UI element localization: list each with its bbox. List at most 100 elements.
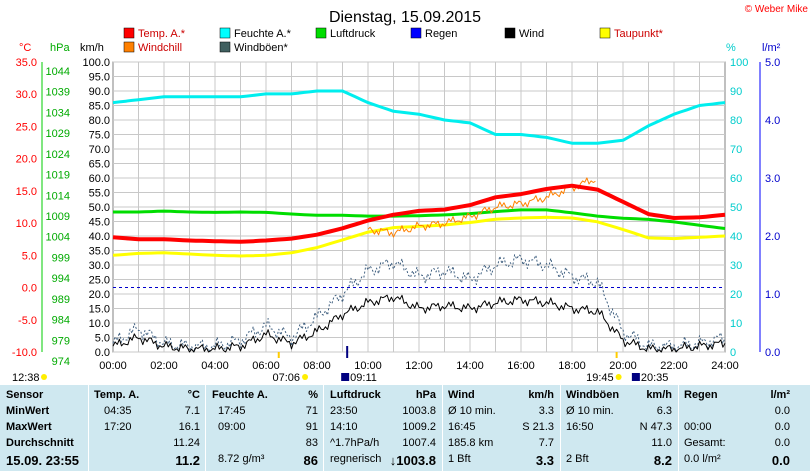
temp-value: 16.1: [178, 421, 200, 433]
legend-label: Temp. A.*: [138, 28, 186, 40]
hum-tick-label: 0: [730, 347, 736, 359]
time-tick-label: 12:00: [405, 360, 433, 372]
header-temp-unit: °C: [187, 389, 200, 401]
wind-value: 3.3: [538, 405, 554, 417]
press-tick-label: 1029: [46, 128, 70, 140]
time-tick-label: 24:00: [711, 360, 739, 372]
time-tick-label: 22:00: [660, 360, 688, 372]
series-line-temp: [112, 183, 726, 244]
legend-swatch: [219, 41, 231, 53]
wind-tick-label: 35.0: [89, 246, 110, 258]
rain-value: 0.0: [771, 453, 790, 468]
wind-tick-label: 10.0: [89, 318, 110, 330]
temp-value: 11.24: [173, 437, 200, 449]
header-gust: Windböen: [566, 389, 620, 401]
sun-events: 12:38 07:06 09:11 19:45 20:35: [12, 346, 668, 384]
series-layer: [112, 89, 726, 353]
temp-tick-label: -5.0: [18, 315, 37, 327]
wind-tick-label: 55.0: [89, 188, 110, 200]
hum-sub-value: 17:45: [218, 405, 246, 417]
chart-legend: Temp. A.* Feuchte A.* Luftdruck Regen Wind Ta…: [123, 27, 664, 54]
gust-value: 6.3: [656, 405, 672, 417]
hum-tick-label: 70: [730, 144, 742, 156]
legend-label: Luftdruck: [330, 28, 376, 40]
legend-swatch: [599, 27, 611, 39]
row-label: MaxWert: [6, 421, 52, 433]
temp-tick-label: 15.0: [16, 186, 37, 198]
hum-tick-label: 10: [730, 318, 742, 330]
rain-unit: l/m²: [762, 42, 781, 54]
weather-chart: Dienstag, 15.09.2015 © Weber Mike Temp. …: [11, 4, 809, 384]
axis-units: °C hPa km/h% l/m²: [19, 42, 781, 54]
hum-sub-value: 8.72 g/m³: [218, 453, 265, 465]
header-hum-unit: %: [308, 389, 318, 401]
legend-label: Regen: [425, 28, 457, 40]
stats-table: [0, 384, 810, 471]
row-label: Durchschnitt: [6, 437, 74, 449]
wind-tick-label: 40.0: [89, 231, 110, 243]
legend-swatch: [219, 27, 231, 39]
series-line-feuchte: [112, 89, 726, 145]
press-sub-value: regnerisch: [330, 453, 382, 465]
grid-lines: [113, 61, 725, 353]
hum-tick-label: 90: [730, 86, 742, 98]
wind-sub-value: 16:45: [448, 421, 476, 433]
sunset-icon: [615, 374, 622, 380]
wind-value: S 21.3: [522, 421, 554, 433]
press-tick-label: 1014: [46, 190, 70, 202]
moonrise-label: 09:11: [350, 372, 377, 384]
gust-sub-value: Ø 10 min.: [566, 405, 614, 417]
wind-tick-label: 75.0: [89, 130, 110, 142]
hum-value: 91: [305, 421, 318, 433]
wind-tick-label: 85.0: [89, 101, 110, 113]
wind-tick-label: 80.0: [89, 115, 110, 127]
wind-sub-value: 185.8 km: [448, 437, 494, 449]
wind-tick-label: 20.0: [89, 289, 110, 301]
hum-tick-label: 80: [730, 115, 742, 127]
press-value: 1007.4: [402, 437, 436, 449]
rain-tick-label: 4.0: [765, 115, 780, 127]
sunrise-label: 07:06: [273, 372, 301, 384]
gust-value: 11.0: [651, 437, 672, 449]
wind-tick-label: 70.0: [89, 144, 110, 156]
wind-tick-label: 45.0: [89, 217, 110, 229]
press-tick-label: 1009: [46, 211, 70, 223]
hum-tick-label: 30: [730, 260, 742, 272]
press-tick-label: 994: [52, 273, 70, 285]
press-tick-label: 1039: [46, 87, 70, 99]
moonrise-icon: [341, 373, 350, 381]
temp-tick-label: 10.0: [16, 218, 37, 230]
time-tick-label: 08:00: [303, 360, 331, 372]
rain-sub-value: 0.0 l/m²: [684, 453, 721, 465]
temp-tick-label: 25.0: [16, 121, 37, 133]
time-tick-label: 18:00: [558, 360, 586, 372]
hum-sub-value: 09:00: [218, 421, 246, 433]
moonset-icon: [631, 373, 640, 381]
prev-event-label: 12:38: [12, 372, 40, 384]
wind-tick-label: 15.0: [89, 304, 110, 316]
wind-tick-label: 30.0: [89, 260, 110, 272]
temp-tick-label: 30.0: [16, 89, 37, 101]
temp-value: 7.1: [184, 405, 200, 417]
axes: 100.095.090.085.080.075.070.065.060.055.…: [12, 57, 780, 372]
press-tick-label: 1019: [46, 170, 70, 182]
legend-swatch: [123, 41, 135, 53]
wind-tick-label: 5.0: [95, 333, 110, 345]
time-tick-label: 14:00: [456, 360, 484, 372]
press-tick-label: 999: [52, 252, 70, 264]
press-tick-label: 974: [52, 356, 70, 368]
time-tick-label: 00:00: [99, 360, 127, 372]
rain-tick-label: 2.0: [765, 231, 780, 243]
rain-value: 0.0: [774, 405, 790, 417]
rain-tick-label: 3.0: [765, 173, 780, 185]
legend-swatch: [410, 27, 422, 39]
legend-label: Windböen*: [234, 42, 289, 54]
rain-value: 0.0: [774, 437, 790, 449]
press-value: ↓1003.8: [389, 453, 436, 468]
header-sensor: Sensor: [6, 389, 44, 401]
press-tick-label: 1004: [46, 232, 70, 244]
hum-value: 83: [305, 437, 318, 449]
press-sub-value: 14:10: [330, 421, 358, 433]
press-tick-label: 1044: [46, 66, 70, 78]
temp-tick-label: 0.0: [22, 283, 37, 295]
